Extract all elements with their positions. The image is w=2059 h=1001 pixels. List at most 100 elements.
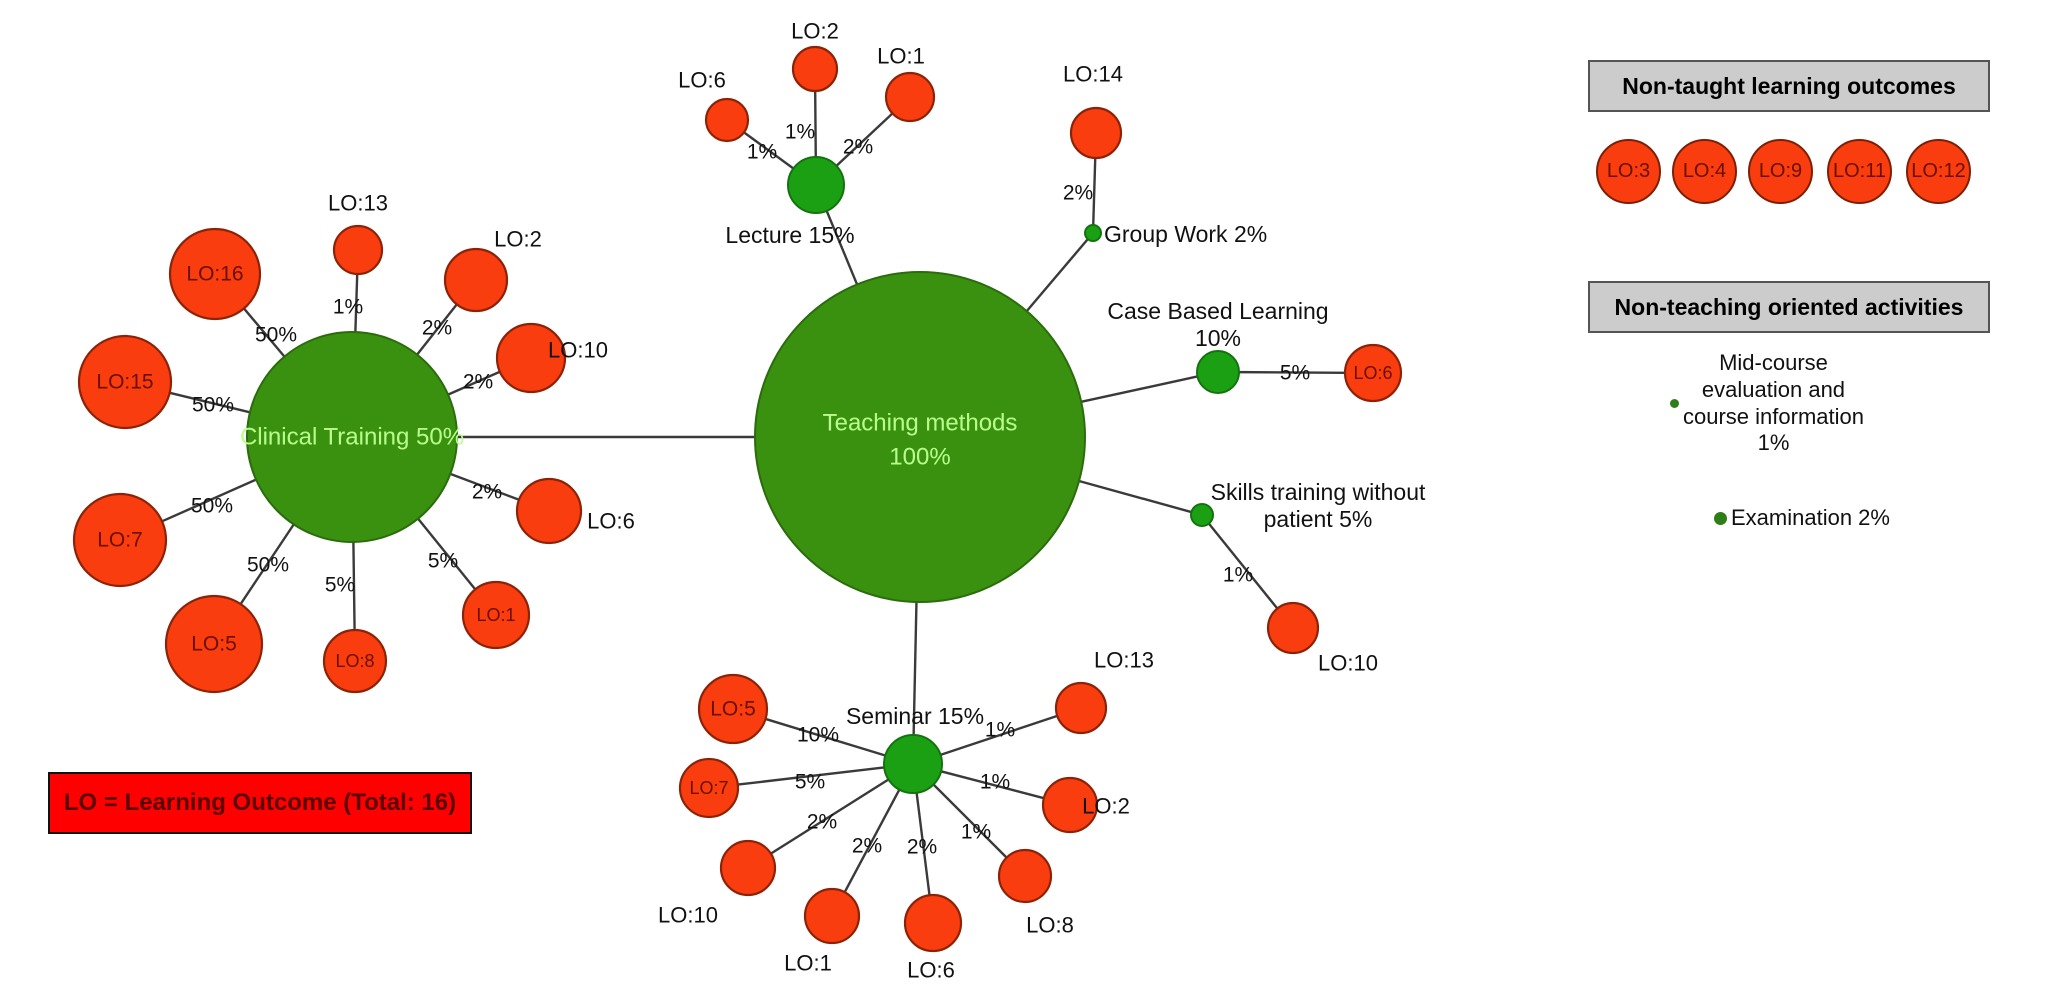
node-group-work-label: Group Work 2% [1104,221,1267,247]
node-sem-lo2-label: LO:2 [1082,794,1130,819]
edge-seminar-to-sem-lo8 [932,783,1008,859]
edge-percent-ct-lo1: 5% [428,550,458,573]
edge-percent-sem-lo13: 1% [985,719,1015,742]
node-group-work[interactable] [1084,224,1102,242]
edge-percent-ct-lo10: 2% [463,371,493,394]
node-ct-lo8[interactable] [322,628,388,694]
node-ct-lo1-label: LO:1 [476,605,515,625]
edge-percent-ct-lo5: 50% [247,554,289,577]
node-cbl-lo6-label: LO:6 [1353,363,1392,383]
non-teaching-mid-course-line: 1% [1757,430,1790,456]
node-lec-lo1[interactable] [884,71,936,123]
node-sem-lo2[interactable] [1041,776,1099,834]
non-teaching-panel-header: Non-teaching oriented activities [1588,281,1990,333]
node-sem-lo1[interactable] [803,887,861,945]
node-lec-lo1-label: LO:1 [877,44,925,69]
lo-total-legend: LO = Learning Outcome (Total: 16) [48,772,472,834]
node-ct-lo7-label: LO:7 [97,529,143,552]
edge-percent-sem-lo6: 2% [907,836,937,859]
edges-layer [161,90,1346,896]
edge-percent-lec-lo1: 2% [843,136,873,159]
node-clinical-training[interactable] [246,331,458,543]
edge-percent-cbl-lo6: 5% [1280,362,1310,385]
edge-teaching-methods-to-skills-training-without-patient [1078,479,1192,514]
node-lec-lo6-label: LO:6 [678,68,726,93]
node-ct-lo6[interactable] [515,477,583,545]
node-sem-lo10[interactable] [719,839,777,897]
non-taught-outcome-lo11[interactable]: LO:11 [1827,139,1892,204]
edge-clinical-training-to-ct-lo7 [161,478,257,523]
edge-seminar-to-sem-lo1 [843,789,901,893]
edge-percent-st-lo10: 1% [1223,564,1253,587]
node-ct-lo7[interactable] [72,492,168,588]
node-ct-lo15-label: LO:15 [96,371,153,394]
node-sem-lo13[interactable] [1054,681,1108,735]
node-sem-lo6-label: LO:6 [907,958,955,983]
edge-percent-sem-lo1: 2% [852,835,882,858]
node-lec-lo2-label: LO:2 [791,19,839,44]
edge-percent-ct-lo16: 50% [255,324,297,347]
node-seminar[interactable] [883,734,943,794]
edge-lecture-to-lec-lo2 [813,90,817,158]
edge-percent-ct-lo13: 1% [333,296,363,319]
non-taught-outcome-lo12[interactable]: LO:12 [1906,139,1971,204]
green-dot-icon [1714,512,1727,526]
node-ct-lo16[interactable] [168,227,262,321]
edge-lecture-to-lec-lo1 [835,112,894,167]
non-taught-outcome-lo4[interactable]: LO:4 [1672,139,1737,204]
node-sem-lo6[interactable] [903,893,963,953]
edge-clinical-training-to-ct-lo6 [449,472,520,501]
node-sem-lo5[interactable] [697,673,769,745]
edge-clinical-training-to-ct-lo10 [447,370,501,396]
node-lecture[interactable] [787,156,845,214]
non-teaching-mid-course-line: course information [1683,403,1864,429]
edge-teaching-methods-to-group-work [1025,238,1089,312]
edge-clinical-training-to-ct-lo16 [243,307,286,358]
non-teaching-mid-course-line: evaluation and [1701,376,1846,402]
non-teaching-item-mid-course-label: Mid-course evaluation and course informati… [1683,350,1864,457]
node-cbl-lo6[interactable] [1343,343,1403,403]
node-sem-lo13-label: LO:13 [1094,648,1154,673]
node-teaching-methods[interactable] [754,271,1086,603]
node-gw-lo14[interactable] [1069,106,1123,160]
node-ct-lo13[interactable] [332,224,384,276]
green-dot-icon [1670,399,1679,409]
node-sem-lo7[interactable] [678,757,740,819]
node-skills-training-without-patient-label-line1: Skills training without [1211,479,1426,505]
node-ct-lo15[interactable] [77,334,173,430]
node-ct-lo10[interactable] [495,322,567,394]
node-lec-lo2[interactable] [791,45,839,93]
non-taught-outcome-lo3[interactable]: LO:3 [1596,139,1661,204]
non-taught-outcome-lo9[interactable]: LO:9 [1748,139,1813,204]
edge-percent-sem-lo8: 1% [961,821,991,844]
node-lec-lo6[interactable] [704,97,750,143]
node-ct-lo2-label: LO:2 [494,227,542,252]
edge-clinical-training-to-ct-lo15 [169,391,251,414]
node-ct-lo1[interactable] [461,580,531,650]
node-ct-lo16-label: LO:16 [186,263,243,286]
node-sem-lo1-label: LO:1 [784,951,832,976]
node-clinical-training-label: Clinical Training 50% [240,424,464,451]
edge-seminar-to-sem-lo7 [737,766,885,786]
node-sem-lo8[interactable] [997,848,1053,904]
edge-clinical-training-to-ct-lo2 [416,303,458,356]
node-sem-lo10-label: LO:10 [658,903,718,928]
non-teaching-examination-line: Examination 2% [1731,505,1890,531]
edge-seminar-to-sem-lo10 [770,778,890,855]
nodes-layer [72,45,1403,953]
labels-layer: Teaching methods 100% Clinical Training 50… [96,19,1426,983]
node-ct-lo5[interactable] [164,594,264,694]
edge-percent-ct-lo8: 5% [325,574,355,597]
node-case-based-learning[interactable] [1196,350,1240,394]
edge-seminar-to-sem-lo2 [940,770,1045,800]
edge-seminar-to-sem-lo6 [915,792,931,896]
edge-percent-sem-lo10: 2% [807,811,837,834]
edge-skills-training-without-patient-to-st-lo10 [1207,522,1279,610]
node-skills-training-without-patient[interactable] [1190,503,1214,527]
edge-case-based-learning-to-cbl-lo6 [1238,370,1346,375]
node-ct-lo2[interactable] [443,247,509,313]
node-st-lo10[interactable] [1266,601,1320,655]
node-sem-lo5-label: LO:5 [710,698,756,721]
